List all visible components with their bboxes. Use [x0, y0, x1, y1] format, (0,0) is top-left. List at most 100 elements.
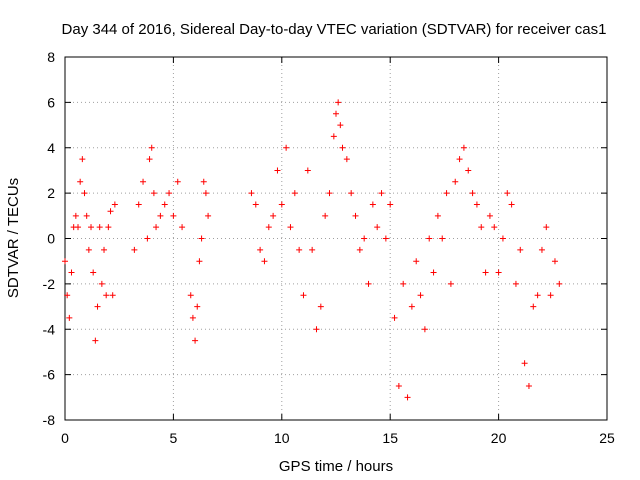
data-point	[161, 201, 168, 208]
data-point	[408, 303, 415, 310]
data-point	[103, 292, 110, 299]
x-tick-label: 15	[382, 430, 398, 446]
data-point	[148, 144, 155, 151]
data-point	[452, 178, 459, 185]
data-point	[198, 235, 205, 242]
data-point	[499, 235, 506, 242]
data-point	[75, 224, 82, 231]
data-point	[109, 292, 116, 299]
data-point	[400, 280, 407, 287]
data-point	[352, 212, 359, 219]
data-point	[146, 156, 153, 163]
data-point	[135, 201, 142, 208]
data-point	[150, 190, 157, 197]
x-tick-label: 20	[491, 430, 507, 446]
data-point	[556, 280, 563, 287]
data-point	[153, 224, 160, 231]
data-point	[521, 360, 528, 367]
data-point	[270, 212, 277, 219]
data-point	[382, 235, 389, 242]
data-point	[205, 212, 212, 219]
data-point	[92, 337, 99, 344]
data-point	[68, 269, 75, 276]
axis-ticks: 0 5 10 15 20 25 -8 -6 -4 -2 0 2 4 6 8	[43, 49, 615, 446]
x-tick-label: 0	[61, 430, 69, 446]
data-point	[72, 212, 79, 219]
grid	[65, 57, 607, 420]
data-point	[107, 208, 114, 215]
data-point	[460, 144, 467, 151]
data-point	[309, 246, 316, 253]
data-point	[81, 190, 88, 197]
data-point	[94, 303, 101, 310]
data-point	[495, 269, 502, 276]
y-tick-label: 2	[47, 185, 55, 201]
y-tick-label: -4	[43, 321, 56, 337]
y-tick-label: 0	[47, 231, 55, 247]
data-point	[387, 201, 394, 208]
data-point	[192, 337, 199, 344]
data-point	[335, 99, 342, 106]
data-point	[486, 212, 493, 219]
data-point	[179, 224, 186, 231]
data-point	[339, 144, 346, 151]
data-point	[77, 178, 84, 185]
data-point	[317, 303, 324, 310]
data-point	[170, 212, 177, 219]
data-point	[430, 269, 437, 276]
data-point	[144, 235, 151, 242]
data-point	[300, 292, 307, 299]
data-point	[101, 246, 108, 253]
data-point	[274, 167, 281, 174]
data-point	[469, 190, 476, 197]
data-point	[378, 190, 385, 197]
data-point	[413, 258, 420, 265]
data-point	[90, 269, 97, 276]
y-tick-label: -2	[43, 276, 56, 292]
data-point	[482, 269, 489, 276]
data-point	[434, 212, 441, 219]
data-point	[478, 224, 485, 231]
data-point	[283, 144, 290, 151]
data-points	[62, 99, 563, 401]
data-point	[194, 303, 201, 310]
data-point	[417, 292, 424, 299]
data-point	[166, 190, 173, 197]
data-point	[291, 190, 298, 197]
data-point	[348, 190, 355, 197]
data-point	[304, 167, 311, 174]
data-point	[265, 224, 272, 231]
data-point	[543, 224, 550, 231]
data-point	[426, 235, 433, 242]
data-point	[456, 156, 463, 163]
data-point	[551, 258, 558, 265]
data-point	[361, 235, 368, 242]
data-point	[157, 212, 164, 219]
data-point	[105, 224, 112, 231]
data-point	[447, 280, 454, 287]
x-tick-label: 25	[599, 430, 615, 446]
data-point	[296, 246, 303, 253]
data-point	[248, 190, 255, 197]
data-point	[98, 280, 105, 287]
x-axis-label: GPS time / hours	[279, 458, 393, 475]
data-point	[261, 258, 268, 265]
data-point	[287, 224, 294, 231]
y-tick-label: 8	[47, 49, 55, 65]
data-point	[395, 382, 402, 389]
y-tick-label: -6	[43, 367, 56, 383]
data-point	[96, 224, 103, 231]
data-point	[187, 292, 194, 299]
data-point	[530, 303, 537, 310]
data-point	[374, 224, 381, 231]
data-point	[391, 314, 398, 321]
data-point	[525, 382, 532, 389]
data-point	[66, 314, 73, 321]
data-point	[538, 246, 545, 253]
data-point	[200, 178, 207, 185]
data-point	[252, 201, 259, 208]
data-point	[504, 190, 511, 197]
data-point	[313, 326, 320, 333]
